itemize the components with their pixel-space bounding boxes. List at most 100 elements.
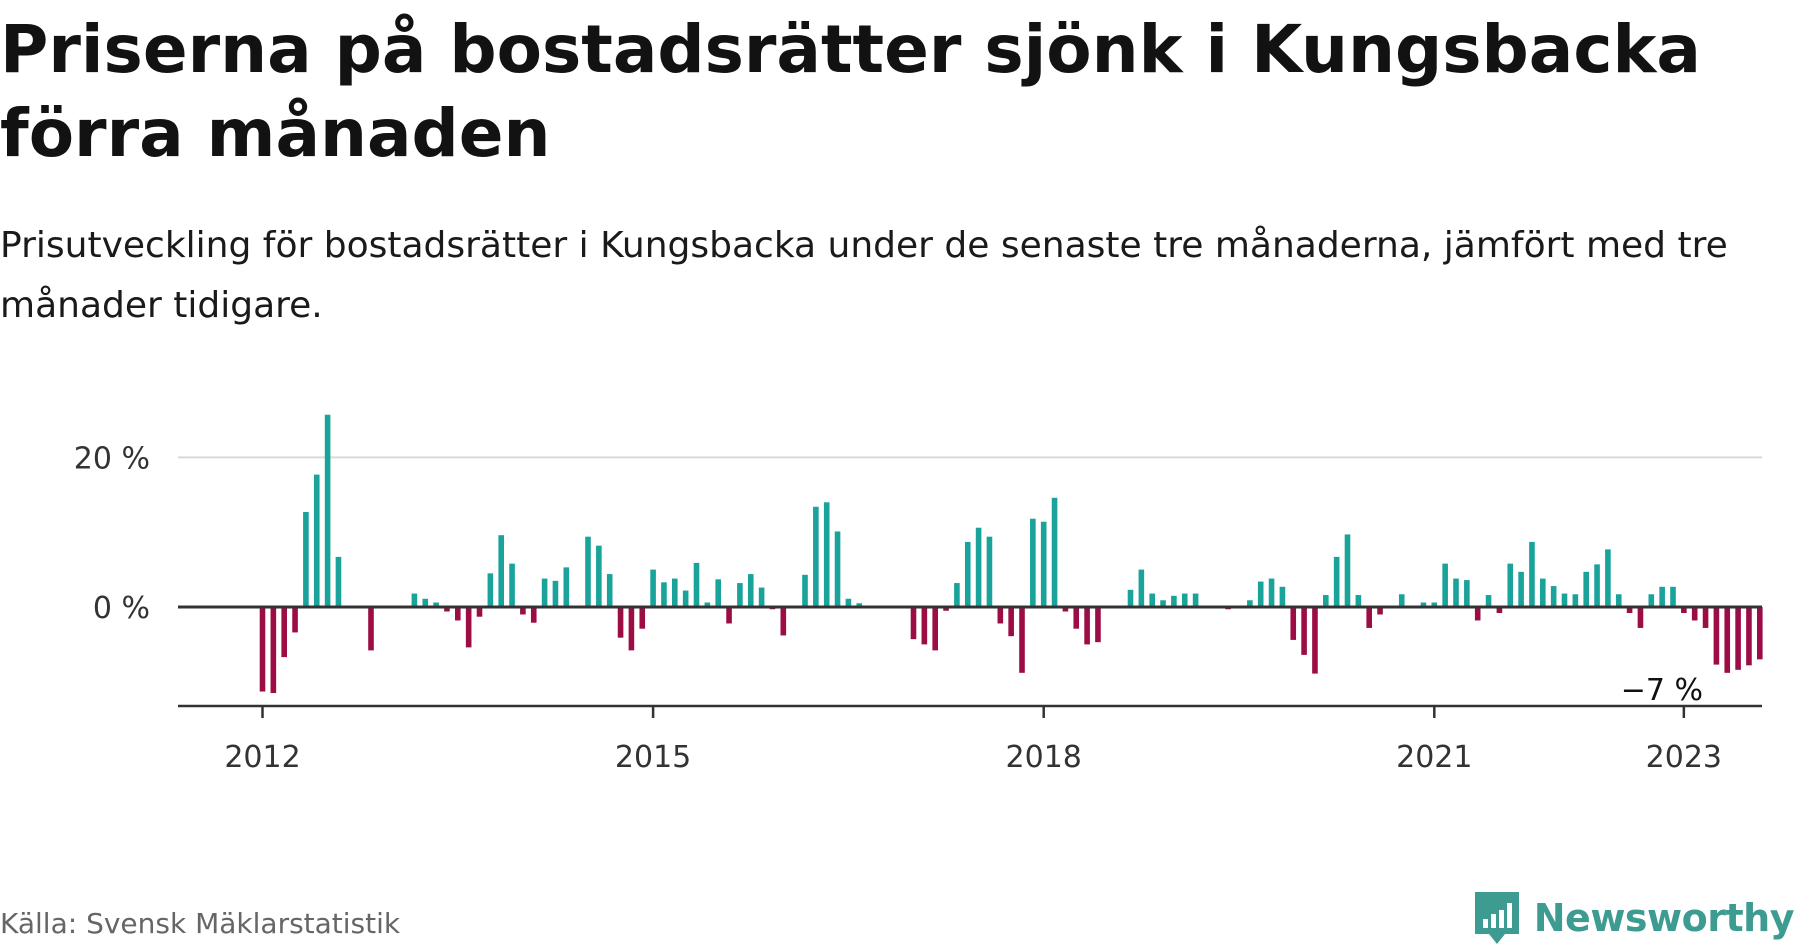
bar	[1247, 600, 1253, 607]
bar	[1605, 549, 1611, 607]
bar	[1160, 600, 1166, 607]
bar	[1659, 586, 1665, 607]
y-tick-label: 0 %	[93, 591, 150, 626]
bar	[498, 535, 504, 607]
bar	[1757, 607, 1763, 660]
bar	[1724, 607, 1731, 673]
bar	[270, 607, 277, 694]
bar	[476, 607, 483, 617]
bar	[823, 502, 830, 607]
bar	[1398, 594, 1405, 607]
bar	[975, 527, 982, 607]
bar	[1312, 607, 1318, 674]
bar	[1615, 594, 1622, 607]
x-tick-label: 2015	[615, 740, 691, 775]
bar	[758, 587, 765, 607]
bar	[1431, 602, 1438, 607]
bar	[1637, 607, 1644, 628]
bar	[433, 602, 439, 607]
x-tick-label: 2023	[1646, 740, 1722, 775]
bar	[639, 607, 646, 629]
bar	[606, 574, 613, 607]
bar	[617, 607, 624, 638]
bar	[1333, 556, 1340, 607]
y-tick-label: 20 %	[74, 441, 150, 476]
bar	[1301, 607, 1307, 655]
value-label: −7 %	[1621, 673, 1703, 708]
brand-logo[interactable]: Newsworthy	[1472, 888, 1795, 948]
bar	[954, 583, 960, 607]
bar	[1420, 602, 1427, 607]
bar	[661, 582, 667, 607]
bar	[1290, 607, 1297, 640]
bar	[563, 567, 570, 607]
bar	[834, 531, 841, 607]
bar	[1626, 607, 1633, 613]
bar	[1268, 578, 1275, 607]
x-tick-label: 2021	[1396, 740, 1472, 775]
bar	[1019, 607, 1025, 673]
bar	[368, 607, 374, 651]
bar	[921, 607, 928, 645]
bar	[444, 607, 450, 612]
bar	[324, 414, 331, 607]
bar	[1257, 581, 1264, 607]
bar	[1323, 595, 1329, 607]
bar	[910, 607, 917, 640]
bar	[780, 607, 787, 636]
brand-name: Newsworthy	[1533, 896, 1795, 940]
bar	[682, 590, 689, 607]
bar	[1485, 595, 1492, 607]
bar	[726, 607, 732, 624]
bar	[1040, 521, 1047, 607]
bar	[813, 506, 819, 607]
bar	[693, 562, 700, 607]
bar	[313, 474, 320, 607]
bar	[335, 556, 342, 607]
bar	[1746, 607, 1752, 666]
bar	[1062, 607, 1069, 612]
bar	[520, 607, 526, 615]
bar	[411, 593, 418, 607]
bar	[964, 541, 971, 607]
bar	[530, 607, 537, 623]
bar	[997, 607, 1004, 624]
bar	[1550, 586, 1557, 607]
annotations: −7 %	[1621, 673, 1703, 708]
bar	[552, 580, 559, 607]
chart-title: Priserna på bostadsrätter sjönk i Kungsb…	[0, 11, 1701, 172]
bar	[1572, 594, 1579, 607]
bar	[1702, 607, 1709, 628]
bar	[1518, 571, 1524, 607]
bar	[1648, 594, 1655, 607]
bar	[1181, 593, 1188, 607]
bar	[1095, 607, 1101, 643]
bar	[1051, 497, 1058, 607]
bar	[715, 579, 721, 607]
bar	[1355, 595, 1362, 607]
bar	[465, 607, 472, 648]
chart-subtitle: Prisutveckling för bostadsrätter i Kungs…	[0, 225, 1728, 326]
bar	[259, 607, 266, 692]
axes	[178, 605, 1762, 708]
bar	[1366, 607, 1372, 628]
bar	[1735, 607, 1741, 670]
bar	[509, 563, 515, 607]
bar	[1540, 578, 1546, 607]
bar	[845, 598, 852, 607]
bar	[1279, 586, 1286, 607]
bar	[585, 536, 591, 607]
bar	[1713, 607, 1720, 665]
bar	[1474, 607, 1481, 621]
bar	[1073, 607, 1080, 629]
bar	[650, 569, 656, 607]
bar	[1529, 541, 1535, 607]
bar	[541, 578, 548, 607]
y-axis-labels: 0 % 20 %	[74, 441, 150, 626]
bar	[596, 545, 602, 607]
bar	[1127, 589, 1134, 607]
bar	[1138, 569, 1145, 607]
bar	[672, 578, 678, 607]
x-tick-label: 2018	[1006, 740, 1082, 775]
bar	[1594, 564, 1600, 607]
